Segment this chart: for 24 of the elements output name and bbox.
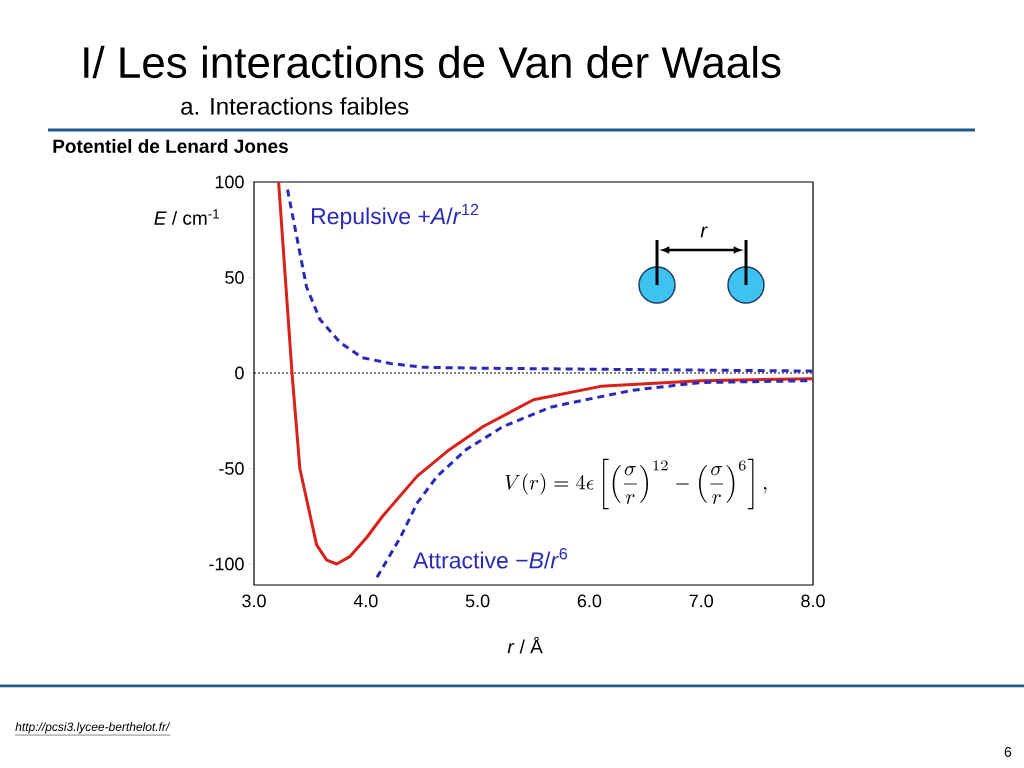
x-tick-label: 5.0 (465, 594, 490, 608)
y-tick-label: 0 (235, 366, 244, 380)
x-tick-label: 7.0 (689, 594, 714, 608)
y-tick-label: 100 (215, 175, 244, 189)
x-tick-label: 8.0 (801, 594, 825, 608)
y-tick-label: 50 (225, 271, 244, 284)
y-axis-title: E / cm$^{-1}$ (154, 209, 219, 225)
y-tick-label: -100 (209, 557, 244, 571)
annotation: r (700, 226, 708, 238)
text: Potentiel de Lenard Jones (53, 139, 288, 153)
series-label: Repulsive +A/r$^{12}$ (311, 203, 479, 229)
chart-title: I/ Les interactions de Van der Waals (84, 45, 781, 79)
y-tick-label: -50 (219, 462, 244, 475)
x-tick-label: 3.0 (242, 594, 266, 608)
text: http://pcsi3.lycee-berthelot.fr/ (15, 722, 171, 734)
line-series (286, 188, 815, 373)
text: 6 (1004, 747, 1012, 757)
x-tick-label: 4.0 (353, 594, 378, 608)
x-axis-title: r / Å (507, 636, 543, 654)
chart-subtitle: a. Interactions faibles (181, 97, 409, 115)
line-series (375, 379, 815, 579)
annotation: $V(r) = 4\epsilon \left[ \left(\frac{\sigma}{r}\right)^{12} - \left(\frac{\sigma}{r}\right)^{6} \right],$ (505, 458, 767, 510)
series-label: Attractive −B/r$^{6}$ (413, 548, 568, 569)
x-tick-label: 6.0 (577, 594, 602, 608)
